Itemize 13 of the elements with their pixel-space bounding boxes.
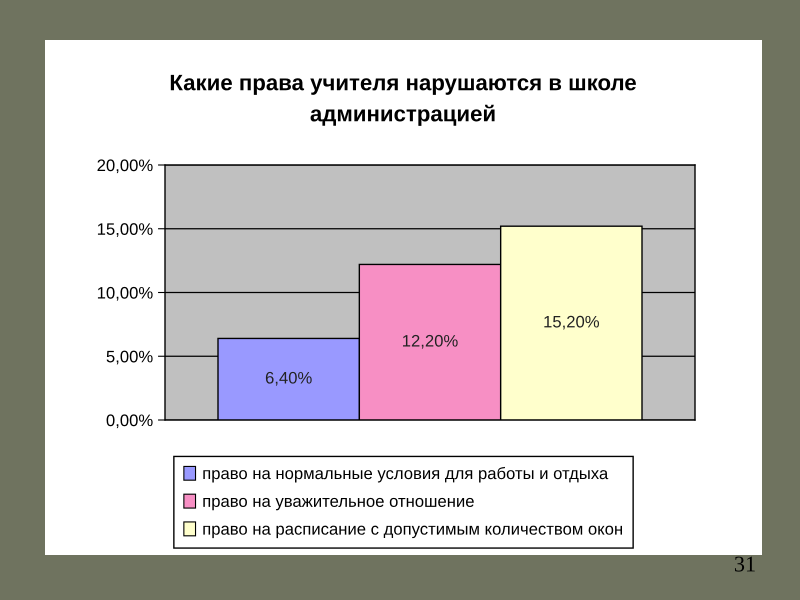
y-tick-label: 5,00% [106,350,153,364]
chart-title: Какие права учителя нарушаются в школе администрацией [170,74,636,126]
y-tick-label: 15,00% [98,223,153,237]
y-tick-label: 0,00% [106,414,153,428]
data-label: 12,20% [403,334,458,349]
y-tick-label: 20,00% [98,159,153,174]
data-label: 15,20% [544,316,600,330]
legend-label: право на нормальные условия для работы и отдыха [203,466,608,483]
y-tick-label: 10,00% [98,286,153,301]
legend-label: право на уважительное отношение [203,498,474,510]
data-label: 6,40% [266,372,312,386]
text: 31 [734,556,755,572]
legend-label: право на расписание с допустимым количеством окон [203,526,622,538]
